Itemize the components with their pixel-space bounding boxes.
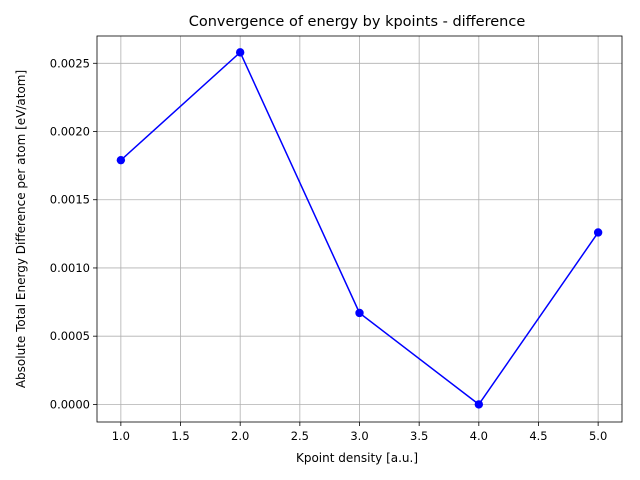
- x-tick-label: 3.5: [410, 429, 428, 443]
- y-tick-label: 0.0025: [50, 56, 90, 70]
- y-tick-label: 0.0020: [50, 125, 90, 139]
- chart-title: Convergence of energy by kpoints - diffe…: [189, 14, 526, 30]
- data-point: [593, 228, 603, 237]
- x-axis-label: Kpoint density [a.u.]: [296, 451, 418, 465]
- data-point: [355, 308, 364, 318]
- y-tick-label: 0.0000: [50, 397, 90, 411]
- y-tick-label: 0.0005: [50, 329, 90, 343]
- x-tick-label: 2.0: [231, 429, 249, 443]
- data-layer: [116, 48, 603, 409]
- x-tick-label: 1.5: [171, 429, 189, 443]
- data-point: [235, 48, 245, 57]
- grid-layer: [97, 36, 622, 422]
- x-tick-label: 4.5: [529, 429, 547, 443]
- x-tick-label: 3.0: [350, 429, 368, 443]
- data-point: [474, 400, 484, 409]
- x-tick-label: 4.0: [470, 429, 488, 443]
- y-tick-label: 0.0015: [50, 193, 90, 207]
- x-tick-label: 2.5: [291, 429, 309, 443]
- y-axis-label: Absolute Total Energy Difference per ato…: [14, 70, 28, 388]
- x-tick-label: 5.0: [589, 429, 607, 443]
- tick-layer: 1.0 1.5 2.0 2.5 3.0 3.5 4.0 4.5 5.0 0.0000 0.0005 0…: [50, 56, 608, 443]
- x-tick-label: 1.0: [112, 429, 130, 443]
- y-tick-label: 0.0010: [50, 261, 90, 275]
- data-point: [116, 155, 126, 165]
- plot-frame: [96, 35, 623, 423]
